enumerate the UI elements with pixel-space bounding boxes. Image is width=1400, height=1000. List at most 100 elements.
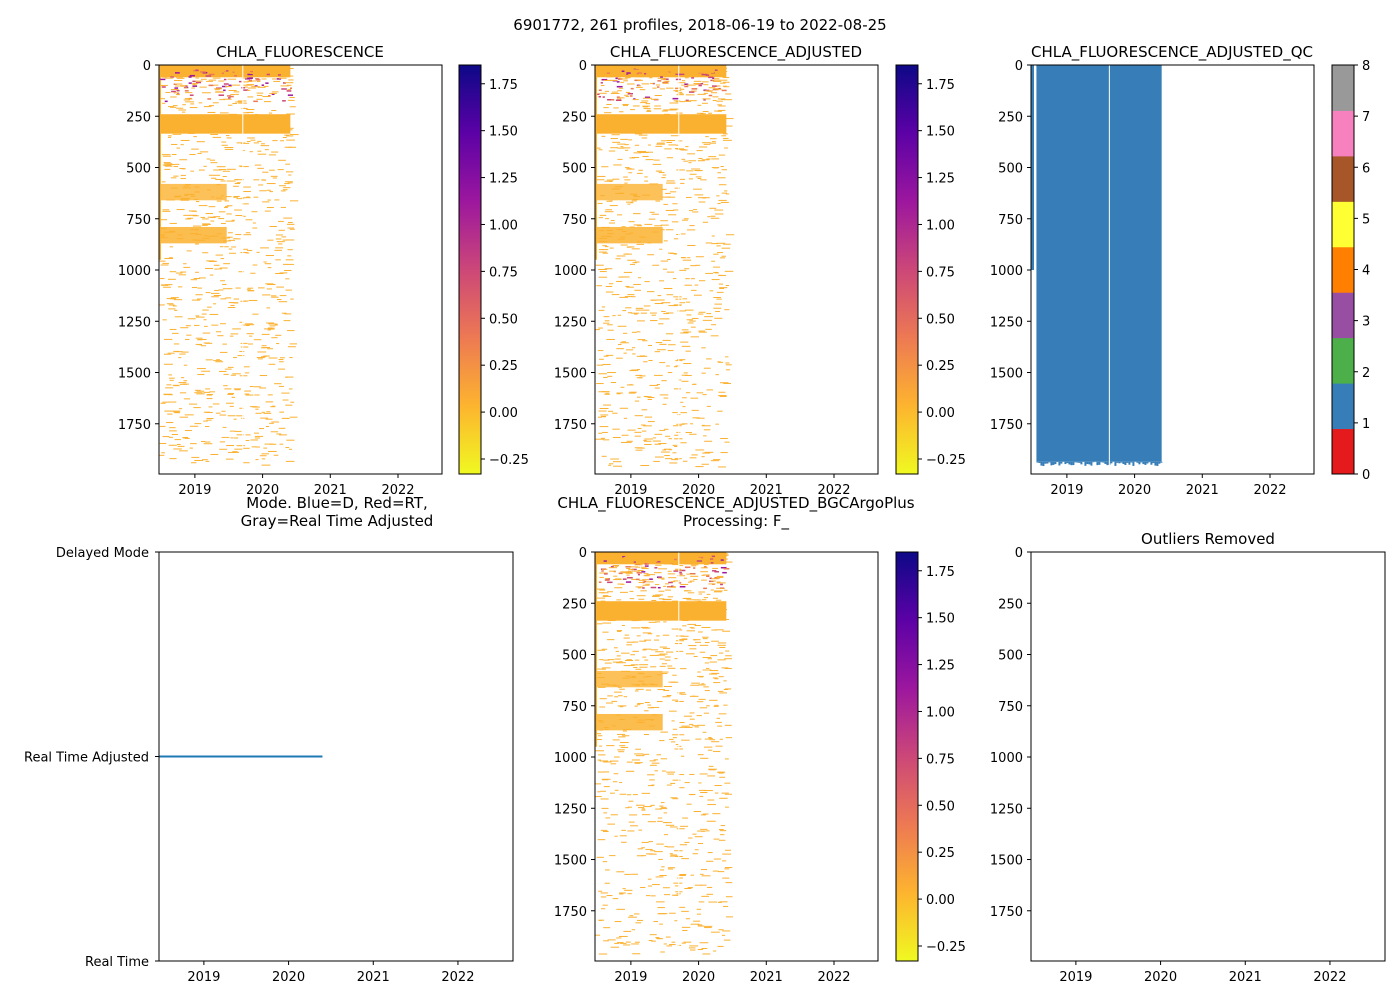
chla-sample xyxy=(230,117,235,119)
chla-sample xyxy=(699,942,709,944)
chla-sample xyxy=(698,330,706,332)
chla-sample xyxy=(667,140,672,142)
chla-sample xyxy=(601,648,608,650)
chla-high-mark xyxy=(714,570,719,573)
chla-sample xyxy=(690,564,699,566)
chla-sample xyxy=(660,601,666,603)
chla-sample xyxy=(641,430,647,432)
chla-sample xyxy=(720,609,728,611)
colorbar-tick-label: 0.75 xyxy=(926,752,955,767)
chla-sample xyxy=(173,385,180,387)
chla-sample xyxy=(676,169,685,171)
chla-sample xyxy=(283,263,288,265)
chla-sample xyxy=(621,624,625,626)
chla-high-mark xyxy=(266,73,270,76)
chla-sample xyxy=(248,80,253,82)
chla-sample xyxy=(604,211,614,213)
chla-sample xyxy=(168,394,173,396)
qc-bottom-edge xyxy=(1102,461,1105,463)
chla-high-mark xyxy=(626,73,629,76)
chla-sample xyxy=(278,220,284,222)
chla-sample xyxy=(602,622,612,624)
chla-sample xyxy=(287,221,293,223)
chla-sample xyxy=(264,443,274,445)
chla-sample xyxy=(654,303,664,305)
chla-sample xyxy=(180,139,190,141)
chla-sample xyxy=(621,231,627,233)
chla-sample xyxy=(673,894,680,896)
chla-sample xyxy=(641,409,648,411)
chla-sample xyxy=(684,563,692,565)
chla-sample xyxy=(622,560,629,562)
chla-sample xyxy=(246,108,255,110)
chla-sample xyxy=(659,280,665,282)
chla-sample xyxy=(702,636,709,638)
chla-sample xyxy=(228,104,233,106)
chla-sample xyxy=(691,552,698,554)
chla-sample xyxy=(612,74,619,76)
chla-sample xyxy=(194,186,200,188)
chla-sample xyxy=(602,245,607,247)
chla-sample xyxy=(619,942,627,944)
chla-sample xyxy=(626,641,635,643)
chla-sample xyxy=(197,130,206,132)
chla-sample xyxy=(639,640,647,642)
chla-sample xyxy=(695,466,704,468)
chla-sample xyxy=(614,565,619,567)
chla-sample xyxy=(191,462,197,464)
chla-sample xyxy=(670,252,677,254)
chla-sample xyxy=(632,353,636,355)
chla-sample xyxy=(689,457,697,459)
x-tick-label: 2019 xyxy=(187,970,220,985)
chla-sample xyxy=(172,133,182,135)
chla-sample xyxy=(239,350,245,352)
chla-sample xyxy=(622,677,630,679)
chla-high-mark xyxy=(176,89,180,92)
chla-sample xyxy=(199,86,207,88)
chla-sample xyxy=(669,912,676,914)
chla-sample xyxy=(613,685,620,687)
chla-sample xyxy=(225,220,235,222)
chla-sample xyxy=(207,189,211,191)
chla-sample xyxy=(612,725,617,727)
chla-sample xyxy=(606,230,613,232)
chla-sample xyxy=(705,830,710,832)
chla-sample xyxy=(220,280,226,282)
chla-sample xyxy=(713,307,722,309)
chla-sample xyxy=(710,215,716,217)
chla-sample xyxy=(706,358,712,360)
chla-sample xyxy=(596,285,603,287)
chla-sample xyxy=(261,333,270,335)
chla-sample xyxy=(638,169,643,171)
chla-sample xyxy=(610,458,619,460)
chla-high-mark xyxy=(644,565,649,567)
chla-sample xyxy=(286,417,290,419)
chla-sample xyxy=(253,386,261,388)
chla-band xyxy=(595,183,663,201)
chla-sample xyxy=(244,372,250,374)
qc-bottom-edge xyxy=(1150,461,1153,465)
chla-sample xyxy=(275,273,284,275)
chla-high-mark xyxy=(643,580,647,583)
chla-sample xyxy=(222,176,227,178)
qc-bottom-edge xyxy=(1046,461,1049,464)
chla-sample xyxy=(714,704,719,706)
chla-sample xyxy=(657,170,662,172)
chla-sample xyxy=(657,559,663,561)
chla-high-mark xyxy=(253,100,258,103)
chla-sample xyxy=(201,118,206,120)
y-tick-label: 250 xyxy=(562,110,587,125)
chla-sample xyxy=(169,246,174,248)
chla-sample xyxy=(238,271,244,273)
chla-sample xyxy=(637,339,646,341)
chla-sample xyxy=(197,287,203,289)
chla-sample xyxy=(706,313,712,315)
chla-gap xyxy=(678,552,680,954)
chla-sample xyxy=(616,662,623,664)
chla-high-mark xyxy=(598,581,602,583)
chla-sample xyxy=(649,77,653,79)
chla-sample xyxy=(193,198,199,200)
chla-sample xyxy=(614,658,621,660)
colorbar-segment xyxy=(1332,428,1354,475)
